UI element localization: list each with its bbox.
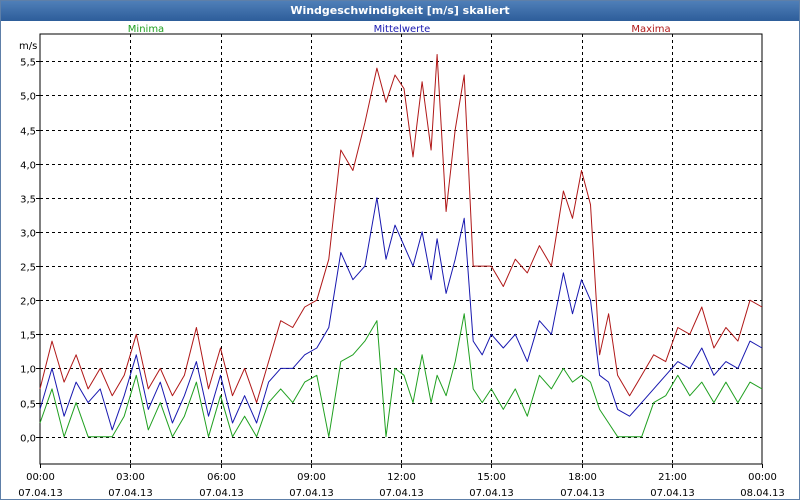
chart: 0,0 0,5 1,0 1,5 2,0 2,5 3,0 3,5 4,0 4,5 5,0 5,5 00:… [18,24,785,499]
x-tick-date: 07.04.13 [18,488,63,499]
y-tick-label: 1,0 [20,365,36,376]
y-tick-label: 5,0 [20,92,36,103]
series-lines [39,54,763,438]
x-tick-date: 07.04.13 [469,488,514,499]
y-tick-label: 1,5 [20,331,36,342]
x-tick-time: 03:00 [116,472,145,483]
x-tick-date: 07.04.13 [199,488,244,499]
y-tick-label: 3,5 [20,195,36,206]
x-tick-date: 07.04.13 [289,488,334,499]
x-axis: 00:00 07.04.13 03:00 07.04.13 06:00 07.04.13 0… [18,464,785,499]
series-line-minima [39,313,763,438]
x-tick-time: 21:00 [658,472,687,483]
x-tick-time: 15:00 [477,472,506,483]
x-tick-date: 07.04.13 [108,488,153,499]
grid [40,34,762,464]
series-line-maxima [39,54,763,404]
y-axis-label: m/s [19,41,37,52]
legend-maxima: Maxima [631,24,670,35]
x-tick-date: 07.04.13 [650,488,695,499]
y-axis: 0,0 0,5 1,0 1,5 2,0 2,5 3,0 3,5 4,0 4,5 5,0 5,5 [20,58,40,445]
x-tick-time: 00:00 [748,472,777,483]
legend-minima: Minima [128,24,164,35]
x-tick-date: 07.04.13 [379,488,424,499]
legend-mittelwerte: Mittelwerte [374,24,431,35]
x-tick-time: 06:00 [207,472,236,483]
plot-frame [39,33,763,465]
y-tick-label: 4,0 [20,161,36,172]
x-tick-time: 09:00 [297,472,326,483]
series-line-mittelwerte [39,197,763,431]
y-tick-label: 5,5 [20,58,36,69]
x-tick-time: 12:00 [387,472,416,483]
y-tick-label: 0,5 [20,400,36,411]
x-tick-date: 08.04.13 [740,488,785,499]
y-tick-label: 3,0 [20,229,36,240]
window-title: Windgeschwindigkeit [m/s] skaliert [1,1,799,21]
legend: Maxima Mittelwerte Minima [128,24,671,35]
y-tick-label: 2,5 [20,263,36,274]
x-tick-time: 00:00 [26,472,55,483]
x-tick-time: 18:00 [568,472,597,483]
y-tick-label: 0,0 [20,434,36,445]
y-tick-label: 2,0 [20,297,36,308]
y-tick-label: 4,5 [20,127,36,138]
plot-area-border [39,33,763,465]
x-tick-date: 07.04.13 [560,488,605,499]
